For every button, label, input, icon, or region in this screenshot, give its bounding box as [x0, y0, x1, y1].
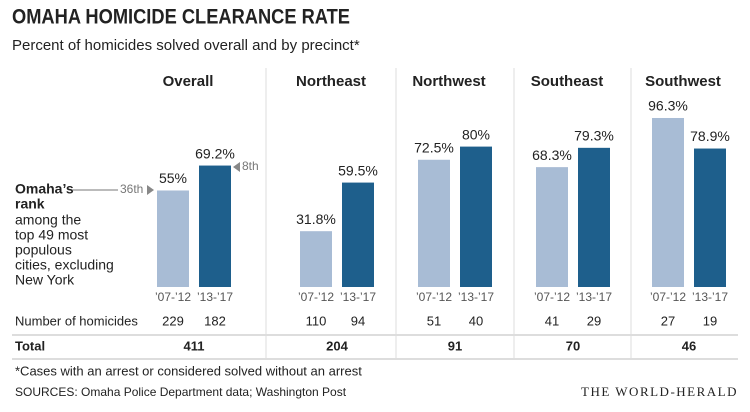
value-label: 72.5%	[414, 139, 454, 155]
value-label: 59.5%	[338, 162, 378, 178]
source: SOURCES: Omaha Police Department data; W…	[15, 385, 347, 399]
panel-title: Northeast	[296, 73, 366, 90]
chart-title: OMAHA HOMICIDE CLEARANCE RATE	[12, 6, 350, 29]
bar	[652, 117, 684, 287]
x-tick-label: ’13-’17	[692, 290, 728, 304]
value-label: 79.3%	[574, 128, 614, 144]
panel-title: Overall	[163, 73, 214, 90]
total: 204	[326, 338, 348, 353]
bar	[536, 167, 568, 287]
value-label: 80%	[462, 126, 490, 142]
panel-title: Northwest	[412, 73, 485, 90]
value-label: 96.3%	[648, 98, 688, 114]
row-label: Total	[15, 338, 45, 353]
homicide-count: 110	[306, 313, 327, 328]
bar	[199, 165, 231, 287]
panel-title: Southeast	[531, 73, 604, 90]
annotation-text: rank	[15, 196, 45, 212]
homicide-count: 29	[587, 313, 601, 328]
value-label: 69.2%	[195, 145, 235, 161]
rank-pointer	[147, 185, 154, 195]
x-tick-label: ’13-’17	[340, 290, 376, 304]
x-tick-label: ’07-’12	[416, 290, 452, 304]
x-tick-label: ’07-’12	[534, 290, 570, 304]
total: 91	[448, 338, 462, 353]
bar	[418, 159, 450, 287]
value-label: 68.3%	[532, 147, 572, 163]
value-label: 78.9%	[690, 128, 730, 144]
homicide-count: 41	[545, 313, 559, 328]
homicide-count: 229	[162, 313, 184, 328]
x-tick-label: ’13-’17	[576, 290, 612, 304]
x-tick-label: ’07-’12	[155, 290, 191, 304]
homicide-count: 27	[661, 313, 675, 328]
bar	[342, 182, 374, 287]
row-label: Number of homicides	[15, 313, 138, 328]
rank-pointer	[233, 162, 240, 172]
x-tick-label: ’13-’17	[458, 290, 494, 304]
homicide-count: 19	[703, 313, 717, 328]
annotation-text: cities, excluding	[15, 257, 114, 273]
homicide-count: 94	[351, 313, 365, 328]
annotation-text: among the	[15, 212, 81, 228]
homicide-count: 51	[427, 313, 441, 328]
total: 70	[566, 338, 580, 353]
x-tick-label: ’13-’17	[197, 290, 233, 304]
chart-subtitle: Percent of homicides solved overall and …	[12, 37, 360, 54]
panel-title: Southwest	[645, 73, 721, 90]
rank-label: 8th	[242, 159, 259, 173]
value-label: 31.8%	[296, 211, 336, 227]
bar	[460, 146, 492, 287]
annotation-text: Omaha’s	[15, 181, 74, 197]
homicide-count: 40	[469, 313, 483, 328]
x-tick-label: ’07-’12	[298, 290, 334, 304]
annotation-text: populous	[15, 242, 72, 258]
annotation-text: New York	[15, 272, 75, 288]
homicide-count: 182	[204, 313, 226, 328]
x-tick-label: ’07-’12	[650, 290, 686, 304]
footnote: *Cases with an arrest or considered solv…	[15, 363, 362, 378]
total: 411	[184, 338, 205, 353]
bar	[694, 148, 726, 287]
value-label: 55%	[159, 170, 187, 186]
credit: THE WORLD-HERALD	[581, 384, 738, 399]
bar	[578, 147, 610, 287]
total: 46	[682, 338, 696, 353]
rank-label: 36th	[120, 182, 143, 196]
annotation-text: top 49 most	[15, 227, 88, 243]
bar	[157, 190, 189, 287]
bar	[300, 231, 332, 287]
